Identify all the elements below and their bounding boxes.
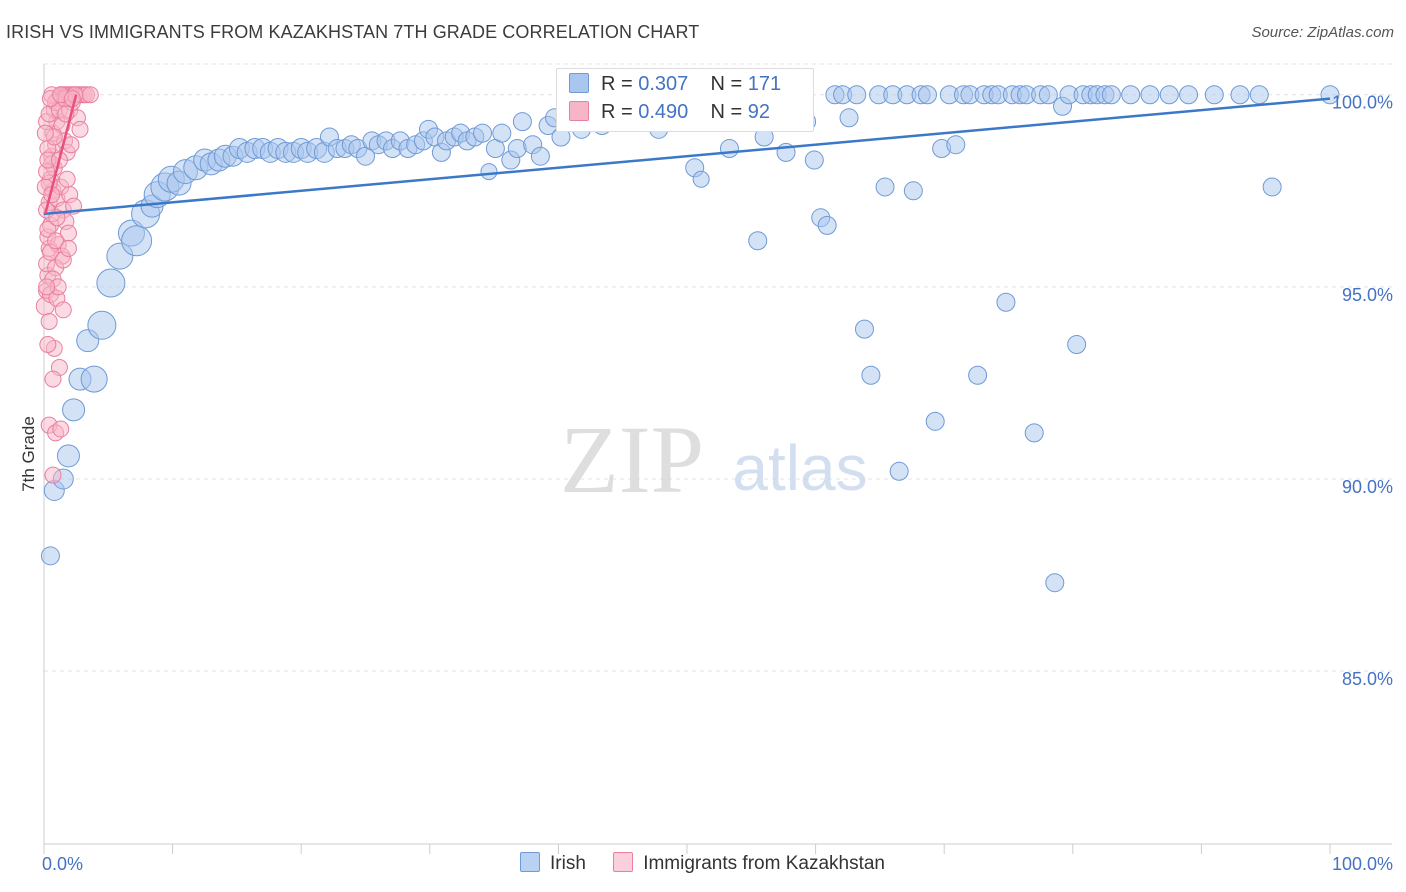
data-point-0-157: [1262, 177, 1282, 197]
data-point-0-152: [1159, 85, 1179, 105]
legend-item-irish[interactable]: Irish: [520, 852, 586, 875]
data-point-0-144: [1067, 334, 1087, 354]
legend-row-irish: R = 0.307 N = 171: [569, 73, 781, 99]
source-credit: Source: ZipAtlas.com: [1251, 24, 1394, 41]
chart-title: IRISH VS IMMIGRANTS FROM KAZAKHSTAN 7TH …: [6, 22, 700, 42]
data-point-0-127: [946, 135, 966, 155]
data-point-0-151: [1140, 85, 1160, 105]
data-point-1-90: [38, 278, 56, 296]
data-point-0-114: [854, 319, 874, 339]
legend-label-irish: Irish: [550, 853, 586, 874]
data-point-0-130: [968, 365, 988, 385]
data-point-1-86: [54, 301, 72, 319]
data-point-0-124: [925, 411, 945, 431]
y-tick-label-2: 95.0%: [1342, 285, 1393, 305]
data-point-0-141: [1045, 573, 1065, 593]
data-point-0-8: [87, 310, 117, 340]
data-point-1-75: [36, 124, 54, 142]
legend-n-value-irish: 171: [747, 73, 782, 95]
y-tick-label-1: 90.0%: [1342, 477, 1393, 497]
legend-swatch-irish: [569, 73, 589, 93]
data-point-0-61: [480, 163, 498, 181]
data-point-0-149: [1101, 85, 1121, 105]
data-point-0-63: [492, 123, 512, 143]
data-point-1-58: [52, 420, 70, 438]
legend-label-kazakhstan: Immigrants from Kazakhstan: [643, 853, 885, 874]
legend-r-label: R =: [601, 73, 633, 95]
data-point-1-85: [44, 370, 62, 388]
y-tick-label-0: 85.0%: [1342, 669, 1393, 689]
data-point-0-66: [512, 112, 532, 132]
data-point-0-121: [903, 181, 923, 201]
gridlines: [44, 63, 1392, 672]
trend-lines: [43, 94, 1331, 216]
legend-swatch-irish: [520, 852, 540, 872]
data-point-0-140: [1038, 85, 1058, 105]
trend-line-0: [43, 97, 1331, 216]
irish-points: [40, 85, 1340, 593]
data-point-0-123: [917, 85, 937, 105]
series-legend: Irish Immigrants from Kazakhstan: [520, 852, 907, 875]
watermark: ZIP atlas: [560, 406, 868, 513]
x-tick-label-0: 0.0%: [42, 854, 83, 874]
data-point-0-9: [96, 268, 126, 298]
legend-r-label: R =: [601, 101, 633, 123]
data-point-0-3: [56, 444, 80, 468]
data-point-0-112: [839, 108, 859, 128]
legend-n-label: N =: [710, 73, 743, 95]
kazakhstan-points: [35, 86, 99, 484]
data-point-0-7: [80, 365, 108, 393]
data-point-0-107: [804, 150, 824, 170]
data-point-1-42: [71, 120, 89, 138]
legend-n-value-kazakhstan: 92: [747, 101, 771, 123]
data-point-0-138: [1024, 423, 1044, 443]
data-point-1-82: [40, 312, 58, 330]
correlation-legend: R = 0.307 N = 171 R = 0.490 N = 92: [556, 68, 814, 132]
axes: [43, 64, 1392, 854]
y-axis-label: 7th Grade: [19, 416, 38, 492]
data-point-1-91: [59, 239, 77, 257]
tick-labels: 85.0% 90.0% 95.0% 100.0% 0.0% 100.0% 7th Grade: [19, 93, 1393, 874]
legend-r-value-irish: 0.307: [638, 73, 689, 95]
data-point-0-119: [889, 461, 909, 481]
data-point-0-150: [1121, 85, 1141, 105]
data-point-0-0: [40, 546, 60, 566]
data-point-1-76: [58, 170, 76, 188]
data-point-1-78: [47, 232, 65, 250]
data-point-0-91: [692, 170, 710, 188]
trend-line-1: [44, 94, 78, 215]
watermark-atlas: atlas: [732, 432, 867, 504]
data-point-0-12: [121, 225, 153, 257]
data-point-0-115: [861, 365, 881, 385]
data-point-0-60: [473, 123, 493, 143]
data-point-1-84: [39, 335, 57, 353]
data-point-0-134: [996, 292, 1016, 312]
legend-r-value-kazakhstan: 0.490: [638, 101, 689, 123]
legend-row-kazakhstan: R = 0.490 N = 92: [569, 101, 770, 127]
data-point-0-4: [62, 398, 86, 422]
watermark-zip: ZIP: [560, 406, 704, 513]
x-tick-label-1: 100.0%: [1332, 854, 1393, 874]
data-point-0-154: [1204, 85, 1224, 105]
legend-swatch-kazakhstan: [569, 101, 589, 121]
legend-item-kazakhstan[interactable]: Immigrants from Kazakhstan: [613, 852, 885, 875]
data-point-0-113: [847, 85, 867, 105]
data-point-0-68: [530, 146, 550, 166]
data-point-0-99: [748, 231, 768, 251]
legend-swatch-kazakhstan: [613, 852, 634, 872]
data-point-0-155: [1230, 85, 1250, 105]
data-point-1-29: [81, 86, 99, 104]
data-point-1-59: [44, 466, 62, 484]
data-point-0-109: [817, 215, 837, 235]
data-point-1-89: [63, 90, 81, 108]
y-tick-label-3: 100.0%: [1332, 93, 1393, 113]
legend-n-label: N =: [710, 101, 743, 123]
data-point-0-156: [1249, 85, 1269, 105]
data-point-0-95: [719, 139, 739, 159]
data-point-0-117: [875, 177, 895, 197]
data-point-0-153: [1179, 85, 1199, 105]
